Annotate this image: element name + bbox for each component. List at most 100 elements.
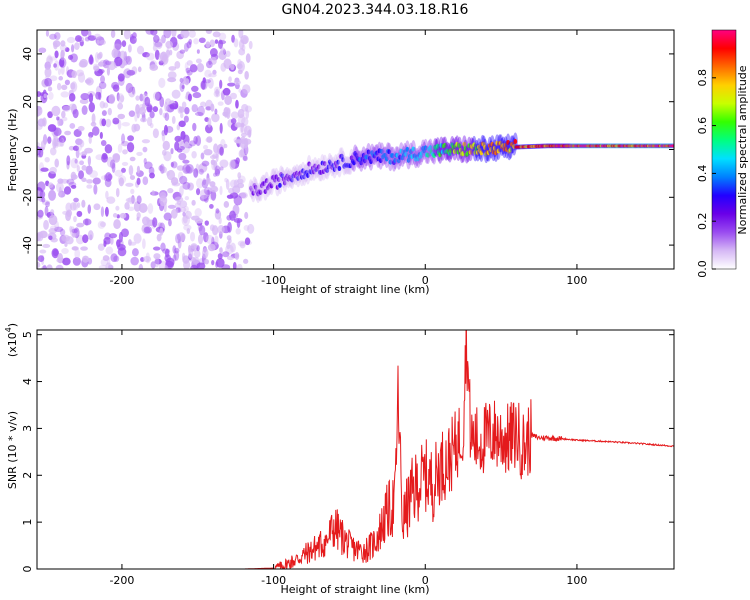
noise-blob: [52, 139, 57, 150]
noise-blob: [171, 89, 181, 99]
noise-blob: [209, 204, 214, 209]
noise-blob: [232, 204, 240, 216]
y-tick-label: 2: [21, 472, 34, 479]
noise-blob: [173, 250, 180, 261]
noise-blob: [231, 34, 235, 43]
colorbar-label: Normalized spectral amplitude: [736, 65, 749, 234]
ridge-core: [492, 145, 497, 151]
ridge-core: [283, 180, 287, 186]
noise-blob: [59, 137, 65, 147]
noise-blob: [114, 56, 123, 67]
noise-blob: [135, 104, 140, 115]
noise-blob: [105, 246, 114, 255]
noise-blob: [130, 188, 135, 195]
noise-blob: [81, 177, 87, 183]
spectrogram-x-axis-label: Height of straight line (km): [280, 283, 429, 296]
noise-blob: [222, 87, 231, 96]
noise-blob: [89, 170, 99, 178]
y-tick-label: -40: [21, 236, 34, 254]
noise-blob: [188, 249, 194, 259]
noise-blob: [172, 245, 177, 254]
noise-blob: [214, 165, 221, 175]
noise-blob: [121, 133, 126, 144]
noise-blob: [69, 225, 73, 233]
noise-blob: [121, 161, 129, 166]
noise-blob: [136, 45, 145, 55]
noise-blob: [244, 211, 249, 220]
noise-blob: [113, 43, 122, 50]
noise-blob: [141, 139, 151, 144]
noise-blob: [135, 95, 140, 101]
noise-blob: [219, 146, 224, 156]
ridge-core: [423, 145, 428, 151]
noise-blob: [107, 60, 117, 71]
noise-blob: [204, 258, 209, 265]
noise-blob: [107, 107, 112, 116]
x-tick-label: -100: [261, 574, 286, 587]
noise-blob: [230, 111, 239, 119]
spectrogram-y-axis-label: Frequency (Hz): [6, 109, 19, 192]
noise-blob: [244, 105, 252, 113]
noise-blob: [37, 209, 44, 218]
noise-blob: [104, 178, 112, 188]
ridge-core: [426, 152, 430, 158]
noise-blob: [182, 215, 188, 224]
noise-blob: [226, 235, 232, 241]
noise-blob: [179, 200, 188, 209]
colorbar: 0.0 0.2 0.4 0.6 0.8 Normalized spectral ampl…: [696, 29, 749, 278]
noise-blob: [149, 172, 155, 179]
noise-blob: [205, 106, 212, 111]
noise-blob: [117, 243, 126, 251]
noise-blob: [161, 34, 166, 44]
noise-blob: [152, 128, 159, 139]
noise-blob: [193, 168, 199, 178]
noise-blob: [204, 69, 212, 78]
y-tick-label: -20: [21, 188, 34, 206]
noise-blob: [66, 209, 73, 217]
noise-blob: [143, 157, 147, 165]
noise-blob: [190, 264, 198, 269]
noise-blob: [226, 241, 231, 250]
noise-blob: [97, 220, 106, 229]
noise-blob: [198, 225, 206, 236]
x-tick-label: -200: [109, 574, 134, 587]
noise-blob: [121, 122, 131, 127]
noise-blob: [115, 205, 120, 211]
noise-blob: [105, 172, 112, 182]
y-tick-label: 1: [21, 519, 34, 526]
noise-blob: [56, 137, 63, 143]
noise-blob: [44, 156, 50, 163]
noise-blob: [120, 140, 130, 147]
noise-blob: [235, 157, 240, 165]
noise-blob: [213, 143, 219, 154]
noise-blob: [99, 221, 107, 228]
noise-blob: [58, 57, 67, 69]
noise-blob: [93, 203, 101, 211]
noise-blob: [142, 256, 152, 263]
noise-blob: [100, 206, 105, 218]
ridge-core: [352, 160, 356, 166]
noise-blob: [192, 257, 200, 264]
noise-blob: [159, 163, 165, 175]
noise-blob: [77, 144, 83, 151]
noise-blob: [208, 73, 217, 78]
noise-blob: [178, 152, 187, 161]
noise-blob: [37, 91, 42, 98]
noise-blob: [162, 140, 170, 151]
noise-blob: [49, 166, 57, 174]
colorbar-tick-label: 0.0: [696, 260, 709, 278]
noise-blob: [144, 96, 151, 107]
noise-blob: [234, 252, 240, 260]
noise-blob: [72, 256, 81, 266]
noise-blob: [115, 187, 120, 198]
noise-blob: [57, 68, 62, 76]
noise-blob: [60, 40, 66, 47]
noise-blob: [101, 110, 107, 117]
ridge-core: [366, 149, 371, 155]
ridge-core: [399, 148, 404, 154]
noise-blob: [176, 200, 182, 206]
noise-blob: [245, 109, 250, 119]
noise-blob: [184, 107, 190, 115]
x-tick-label: 0: [422, 274, 429, 287]
noise-blob: [163, 30, 172, 39]
